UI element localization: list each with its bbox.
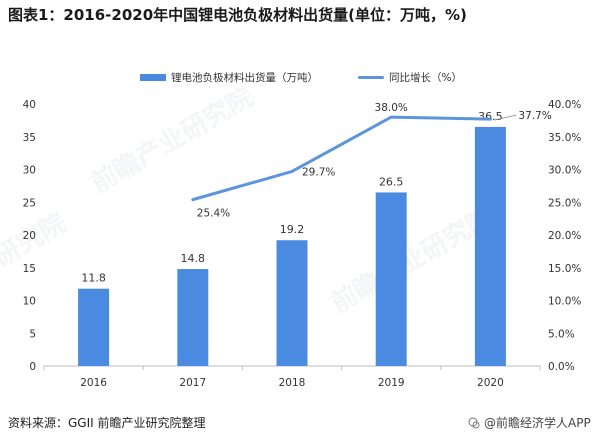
bar bbox=[177, 269, 209, 366]
x-axis-tick-label: 2020 bbox=[477, 377, 504, 389]
page-title: 图表1：2016-2020年中国锂电池负极材料出货量(单位：万吨，%) bbox=[8, 6, 467, 24]
legend-line-swatch bbox=[358, 76, 384, 79]
x-axis-tick-label: 2016 bbox=[80, 377, 107, 389]
legend-bar-swatch bbox=[140, 74, 166, 81]
right-axis-tick-label: 15.0% bbox=[548, 263, 581, 275]
left-axis-tick-label: 20 bbox=[23, 230, 36, 242]
left-axis-tick-label: 15 bbox=[23, 263, 36, 275]
left-axis-tick-label: 25 bbox=[23, 197, 36, 209]
right-axis-tick-label: 10.0% bbox=[548, 296, 581, 308]
right-axis-tick-label: 0.0% bbox=[548, 361, 575, 373]
right-axis-tick-label: 40.0% bbox=[548, 99, 581, 111]
left-axis-tick-label: 35 bbox=[23, 132, 36, 144]
label-leader-line bbox=[494, 114, 517, 121]
right-axis-tick-label: 35.0% bbox=[548, 132, 581, 144]
x-axis-tick-label: 2017 bbox=[179, 377, 206, 389]
legend-item-shipments: 锂电池负极材料出货量（万吨） bbox=[140, 70, 318, 85]
left-axis-tick-label: 5 bbox=[29, 328, 36, 340]
bar bbox=[276, 240, 308, 366]
bar-value-label: 19.2 bbox=[280, 223, 305, 236]
right-axis-tick-label: 5.0% bbox=[548, 328, 575, 340]
x-axis-tick-label: 2018 bbox=[279, 377, 306, 389]
legend-line-label: 同比增长（%） bbox=[389, 72, 462, 84]
line-value-label: 25.4% bbox=[197, 208, 230, 220]
bar bbox=[474, 126, 506, 366]
growth-line bbox=[191, 115, 492, 202]
left-axis-tick-label: 30 bbox=[23, 165, 36, 177]
left-axis-tick-label: 40 bbox=[23, 99, 36, 111]
footer-brand-text: @前瞻经济学人APP bbox=[484, 416, 591, 430]
footer-source: 资料来源：GGII 前瞻产业研究院整理 bbox=[8, 416, 206, 430]
right-axis-tick-label: 25.0% bbox=[548, 197, 581, 209]
bar-value-label: 14.8 bbox=[181, 252, 206, 265]
line-value-label: 38.0% bbox=[375, 102, 408, 114]
bar-value-label: 11.8 bbox=[81, 272, 106, 285]
footer-brand: @前瞻经济学人APP bbox=[468, 414, 591, 431]
left-axis-tick-label: 0 bbox=[29, 361, 36, 373]
left-axis-tick-label: 10 bbox=[23, 296, 36, 308]
bar-value-label: 36.5 bbox=[478, 110, 503, 123]
bar bbox=[375, 192, 407, 366]
chart-legend: 锂电池负极材料出货量（万吨） 同比增长（%） bbox=[140, 70, 502, 85]
bar-value-label: 26.5 bbox=[379, 175, 404, 188]
right-axis-tick-label: 30.0% bbox=[548, 165, 581, 177]
line-value-label: 37.7% bbox=[518, 110, 551, 122]
x-axis-tick-label: 2019 bbox=[378, 377, 405, 389]
wechat-icon bbox=[468, 417, 480, 428]
bar bbox=[78, 288, 110, 366]
right-axis-tick-label: 20.0% bbox=[548, 230, 581, 242]
legend-item-growth: 同比增长（%） bbox=[358, 70, 462, 85]
legend-bar-label: 锂电池负极材料出货量（万吨） bbox=[171, 72, 318, 84]
line-value-label: 29.7% bbox=[302, 166, 335, 178]
